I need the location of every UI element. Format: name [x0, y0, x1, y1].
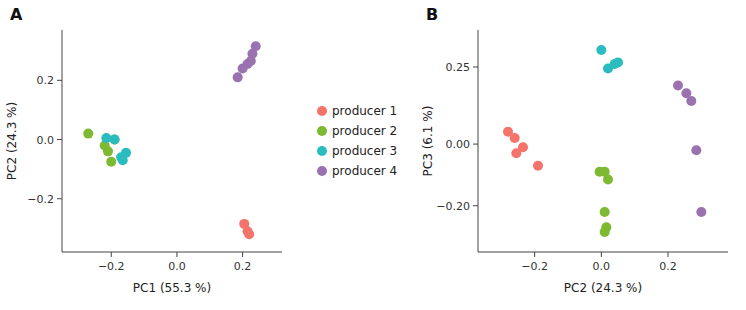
y-tick-label: 0.00	[446, 138, 471, 151]
x-tick	[242, 252, 243, 257]
x-axis-label: PC2 (24.3 %)	[564, 281, 642, 295]
point	[110, 135, 120, 145]
point	[691, 145, 701, 155]
point	[596, 45, 606, 55]
point	[103, 146, 113, 156]
legend: producer 1 producer 2 producer 3 producer 4	[317, 104, 397, 178]
legend-label: producer 2	[332, 124, 397, 138]
point	[121, 148, 131, 158]
point	[696, 207, 706, 217]
x-tick-label: 0.0	[168, 260, 186, 273]
x-tick	[111, 252, 112, 257]
x-tick-label: −0.2	[521, 260, 548, 273]
x-tick	[534, 252, 535, 257]
point	[613, 57, 623, 67]
marks	[503, 45, 706, 237]
legend-swatch	[317, 146, 327, 156]
point	[600, 207, 610, 217]
point	[603, 175, 613, 185]
x-tick-label: 0.2	[234, 260, 252, 273]
point	[510, 133, 520, 143]
x-tick	[176, 252, 177, 257]
y-tick-label: −0.2	[27, 193, 54, 206]
y-axis-line	[62, 30, 63, 252]
point	[110, 135, 120, 145]
y-axis-line	[478, 30, 479, 252]
legend-swatch	[317, 166, 327, 176]
y-axis-label: PC2 (24.3 %)	[5, 102, 19, 180]
y-tick	[473, 67, 478, 68]
marks	[83, 41, 260, 239]
y-tick-label: −0.20	[436, 200, 470, 213]
y-axis-label: PC3 (6.1 %)	[421, 106, 435, 177]
panel: −0.2 0.0 0.2 −0.2 0.0 0.2 PC1 (55.3 %) PC2 (24.…	[5, 5, 282, 295]
point	[686, 96, 696, 106]
point	[106, 157, 116, 167]
legend-swatch	[317, 126, 327, 136]
x-tick-label: 0.0	[593, 260, 611, 273]
x-tick	[668, 252, 669, 257]
legend-swatch	[317, 106, 327, 116]
panel-label: B	[426, 5, 438, 24]
x-axis-line	[478, 252, 728, 253]
point	[533, 161, 543, 171]
y-tick	[57, 139, 62, 140]
point	[673, 81, 683, 91]
point	[251, 41, 261, 51]
x-tick-label: 0.2	[659, 260, 677, 273]
chart: −0.2 0.0 0.2 −0.2 0.0 0.2 PC1 (55.3 %) PC2 (24.…	[0, 0, 746, 310]
panel-label: A	[10, 5, 23, 24]
x-tick	[601, 252, 602, 257]
legend-label: producer 3	[332, 144, 397, 158]
point	[244, 229, 254, 239]
point	[600, 227, 610, 237]
y-tick-label: 0.0	[37, 134, 55, 147]
x-tick-label: −0.2	[98, 260, 125, 273]
y-tick	[473, 205, 478, 206]
y-tick	[57, 80, 62, 81]
x-axis-line	[62, 252, 282, 253]
panel: −0.2 0.0 0.2 −0.20 0.00 0.25 PC2 (24.3 %) PC3 (…	[421, 5, 728, 295]
legend-label: producer 4	[332, 164, 397, 178]
point	[233, 72, 243, 82]
point	[518, 142, 528, 152]
legend-label: producer 1	[332, 104, 397, 118]
y-tick-label: 0.25	[446, 61, 471, 74]
y-tick	[57, 198, 62, 199]
point	[83, 129, 93, 139]
y-tick-label: 0.2	[37, 74, 55, 87]
x-axis-label: PC1 (55.3 %)	[133, 281, 211, 295]
y-tick	[473, 144, 478, 145]
